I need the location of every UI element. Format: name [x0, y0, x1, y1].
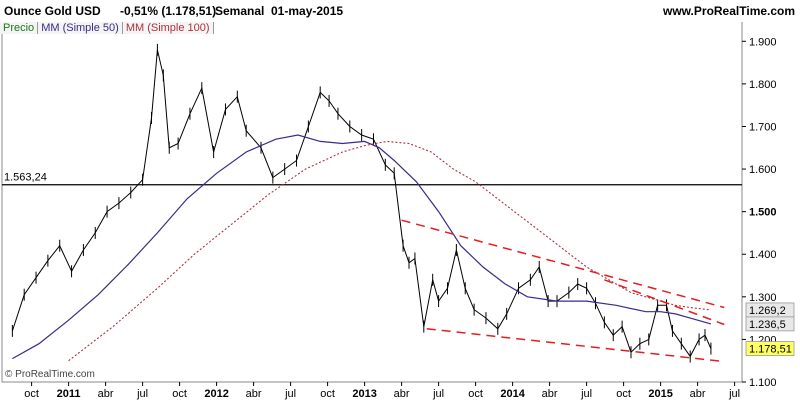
legend-price[interactable]: Precio	[0, 22, 39, 34]
x-tick-label: abr	[690, 388, 706, 400]
x-tick-label: jul	[432, 388, 444, 400]
x-tick-label: abr	[542, 388, 558, 400]
x-tick-label: oct	[616, 388, 631, 400]
x-tick-label: abr	[246, 388, 262, 400]
upper-extension-line	[604, 279, 725, 326]
price-label: 1.178,51	[749, 344, 792, 356]
x-tick-label: oct	[468, 388, 483, 400]
x-tick-label: jul	[136, 388, 148, 400]
ma50-series-line	[12, 134, 712, 360]
date-label: 01-may-2015	[271, 4, 344, 18]
y-tick-label: 1.600	[749, 164, 777, 176]
x-tick-label: oct	[320, 388, 335, 400]
x-tick-label: 2013	[352, 388, 376, 400]
watermark: © ProRealTime.com	[5, 369, 95, 380]
x-tick-label: abr	[98, 388, 114, 400]
plot-area	[1, 19, 743, 383]
ma100-label: 1.269,2	[749, 305, 786, 317]
lower-channel-line	[426, 328, 725, 363]
upper-channel-line	[401, 219, 725, 309]
x-tick-label: 2015	[648, 388, 672, 400]
y-tick-label: 1.300	[749, 292, 777, 304]
ma50-label-box	[745, 316, 795, 332]
period-label: Semanal	[215, 4, 265, 18]
chart-header: Ounce Gold USD -0,51% (1.178,51) Semanal…	[0, 0, 800, 22]
legend-ma100[interactable]: MM (Simple 100)	[122, 22, 214, 34]
price-change: -0,51% (1.178,51)	[120, 4, 217, 18]
site-label: www.ProRealTime.com	[663, 4, 796, 18]
indicator-legend: Precio MM (Simple 50) MM (Simple 100)	[0, 22, 214, 36]
x-tick-label: jul	[284, 388, 296, 400]
level-line-label: 1.563,24	[4, 172, 47, 184]
ma100-series-line	[68, 140, 711, 362]
x-tick-label: jul	[580, 388, 592, 400]
y-tick-label: 1.500	[749, 207, 777, 219]
x-tick-label: 2012	[204, 388, 228, 400]
legend-ma50[interactable]: MM (Simple 50)	[38, 22, 123, 34]
x-tick-label: oct	[172, 388, 187, 400]
price-series-line	[11, 49, 712, 358]
instrument-name: Ounce Gold USD	[4, 4, 101, 18]
y-tick-label: 1.700	[749, 121, 777, 133]
x-tick-label: abr	[394, 388, 410, 400]
x-tick-label: jul	[728, 388, 740, 400]
y-tick-label: 1.900	[749, 36, 777, 48]
y-tick-label: 1.100	[749, 377, 777, 389]
y-tick-label: 1.800	[749, 79, 777, 91]
y-tick-label: 1.400	[749, 249, 777, 261]
ma50-label: 1.236,5	[749, 319, 786, 331]
x-tick-label: oct	[24, 388, 39, 400]
price-label-box	[745, 341, 795, 356]
x-tick-label: 2011	[57, 388, 81, 400]
x-tick-label: 2014	[500, 388, 525, 400]
